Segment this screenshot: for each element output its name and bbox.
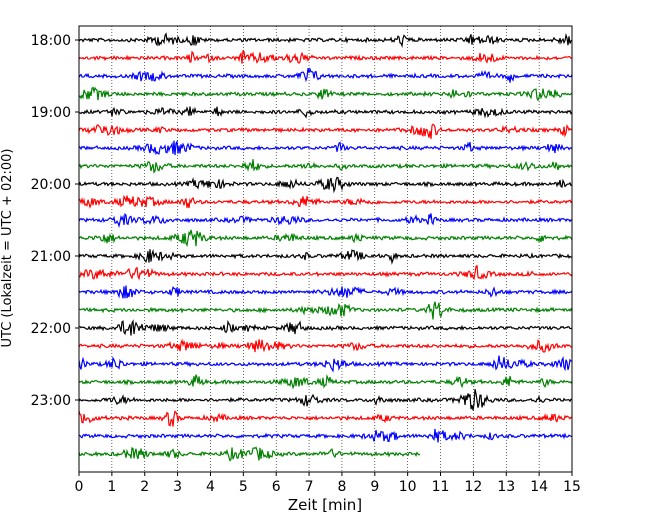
x-tick-label: 1 — [107, 479, 116, 495]
seismogram-trace — [78, 32, 573, 48]
x-tick-label: 11 — [432, 479, 450, 495]
plot-frame — [78, 25, 573, 473]
seismogram-trace — [78, 389, 573, 411]
y-axis-ticks: 18:00 19:00 20:00 21:00 22:00 23:00 — [31, 33, 79, 409]
x-tick-label: 3 — [173, 479, 182, 495]
x-axis-label: Zeit [min] — [288, 496, 362, 514]
seismogram-trace — [78, 338, 573, 353]
x-tick-label: 12 — [464, 479, 482, 495]
seismogram-trace — [78, 212, 573, 228]
seismogram-trace — [78, 319, 573, 336]
y-tick-label: 23:00 — [31, 393, 71, 409]
seismogram-trace — [78, 410, 573, 427]
x-tick-label: 9 — [370, 479, 379, 495]
x-tick-label: 10 — [399, 479, 417, 495]
seismogram-trace — [78, 123, 573, 139]
x-tick-label: 7 — [305, 479, 314, 495]
y-tick-label: 21:00 — [31, 249, 71, 265]
x-tick-label: 8 — [337, 479, 346, 495]
seismogram-trace — [78, 355, 573, 373]
seismogram-trace — [78, 159, 573, 174]
seismogram-trace — [78, 86, 573, 102]
seismogram-trace — [78, 50, 573, 64]
x-tick-label: 6 — [272, 479, 281, 495]
seismogram-trace — [78, 285, 573, 299]
x-tick-label: 4 — [206, 479, 215, 495]
seismogram-trace — [78, 106, 573, 119]
seismogram-trace — [78, 194, 573, 209]
x-tick-label: 15 — [563, 479, 581, 495]
seismogram-trace — [78, 374, 573, 390]
x-tick-label: 0 — [75, 479, 84, 495]
y-tick-label: 19:00 — [31, 105, 71, 121]
x-axis-ticks: 0 1 2 3 4 5 6 7 8 9 10 11 12 13 14 15 — [75, 472, 581, 495]
y-axis-label: UTC (Lokalzeit = UTC + 02:00) — [0, 149, 15, 348]
seismogram-trace — [78, 428, 573, 443]
seismogram-trace — [78, 248, 573, 265]
seismogram-trace — [78, 176, 573, 194]
y-tick-label: 20:00 — [31, 177, 71, 193]
x-tick-label: 13 — [497, 479, 515, 495]
x-tick-label: 14 — [530, 479, 548, 495]
y-tick-label: 18:00 — [31, 33, 71, 49]
seismogram-trace — [78, 264, 573, 281]
trace-group — [78, 32, 573, 462]
seismogram-trace — [78, 229, 573, 247]
grid-lines — [111, 26, 540, 472]
x-tick-label: 5 — [239, 479, 248, 495]
seismogram-trace — [78, 67, 573, 83]
y-tick-label: 22:00 — [31, 321, 71, 337]
x-tick-label: 2 — [140, 479, 149, 495]
seismogram-trace — [78, 301, 573, 320]
seismogram-trace — [78, 139, 573, 156]
seismogram-trace — [78, 446, 421, 462]
